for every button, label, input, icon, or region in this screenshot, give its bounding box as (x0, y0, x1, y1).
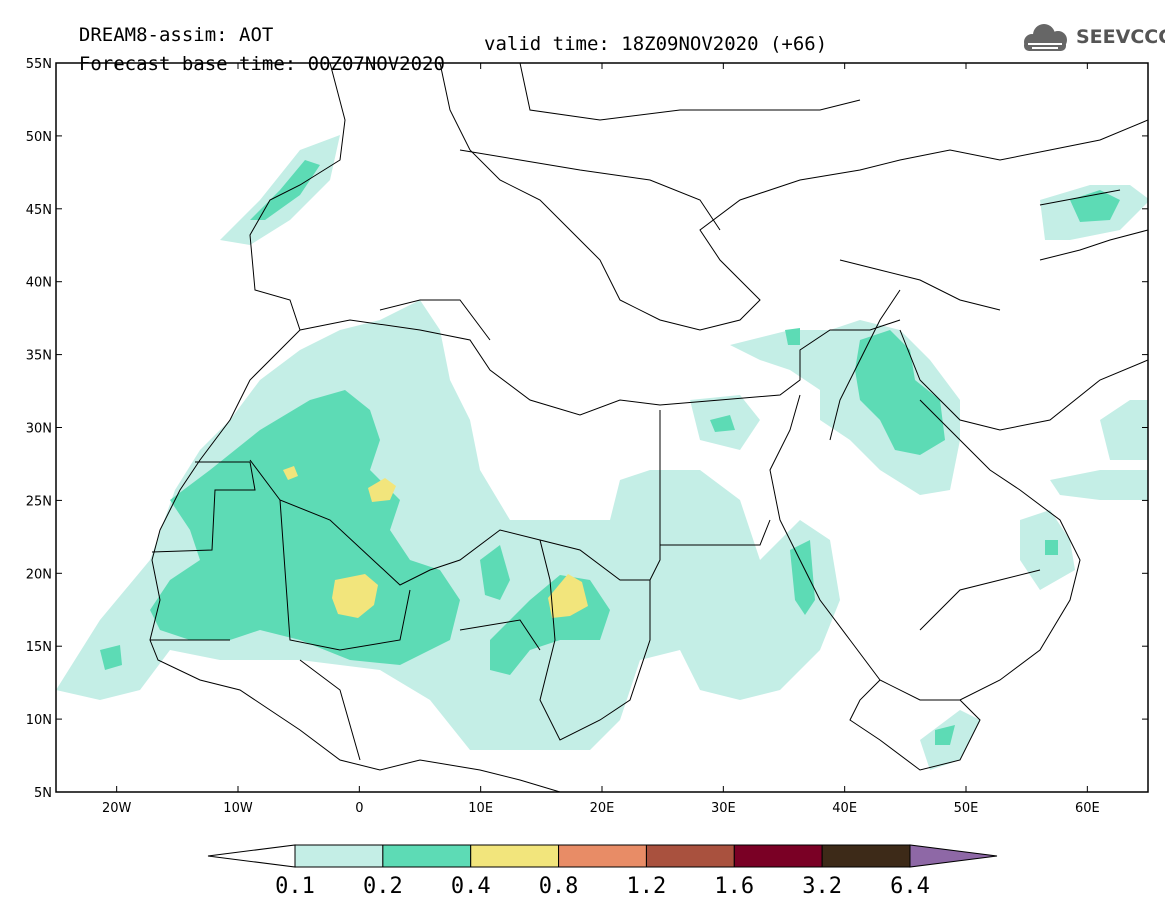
lat-label: 25N (26, 494, 52, 509)
cloud-icon (1024, 24, 1067, 51)
colorbar-box (382, 844, 472, 868)
lon-label: 10W (223, 801, 253, 816)
colorbar-box (645, 844, 735, 868)
lat-label: 30N (26, 422, 52, 437)
lon-label: 0 (355, 801, 363, 816)
colorbar-box (558, 844, 647, 868)
colorbar-under-arrow (207, 844, 296, 868)
map-subtitle: Forecast base time: 00Z07NOV2020 valid t… (56, 34, 827, 94)
lon-label: 10E (468, 801, 493, 816)
colorbar-box (470, 844, 560, 868)
map-title: DREAM8-assim: AOT (56, 5, 273, 45)
lat-label: 35N (26, 349, 52, 364)
colorbar-over-arrow (909, 844, 998, 868)
lon-label: 40E (832, 801, 857, 816)
forecast-base-time: Forecast base time: 00Z07NOV2020 (78, 53, 445, 75)
lon-label: 20W (102, 801, 132, 816)
latitude-labels: 55N 50N 45N 40N 35N 30N 25N 20N 15N 10N 5N (26, 57, 1148, 801)
lat-label: 40N (26, 276, 52, 291)
longitude-labels: 20W 10W 0 10E 20E 30E 40E 50E 60E (102, 63, 1100, 816)
lon-label: 50E (954, 801, 979, 816)
aot-level-0-4 (283, 466, 588, 618)
colorbar-level-label: 6.4 (890, 874, 930, 899)
lat-label: 5N (34, 786, 52, 801)
colorbar-level-label: 1.6 (714, 874, 754, 899)
colorbar-level-label: 0.8 (539, 874, 579, 899)
lat-label: 50N (26, 130, 52, 145)
lat-label: 55N (26, 57, 52, 72)
aot-level-0-1 (56, 135, 1148, 770)
lat-label: 10N (26, 713, 52, 728)
colorbar-level-label: 0.2 (363, 874, 403, 899)
lon-label: 60E (1075, 801, 1100, 816)
colorbar-level-label: 0.4 (451, 874, 491, 899)
colorbar-box (733, 844, 823, 868)
valid-time: valid time: 18Z09NOV2020 (+66) (484, 33, 828, 55)
colorbar-box (821, 844, 911, 868)
lon-label: 30E (711, 801, 736, 816)
logo-text: SEEVCCC (1076, 26, 1165, 48)
aot-plumes (56, 135, 1148, 770)
lon-label: 20E (590, 801, 615, 816)
coastlines-borders (149, 63, 1148, 792)
lat-label: 15N (26, 640, 52, 655)
colorbar: 0.1 0.2 0.4 0.8 1.2 1.6 3.2 6.4 (207, 844, 998, 899)
title-product: DREAM8-assim: AOT (78, 24, 274, 46)
colorbar-box (294, 844, 384, 868)
colorbar-level-label: 3.2 (802, 874, 842, 899)
lat-label: 45N (26, 203, 52, 218)
colorbar-level-label: 0.1 (275, 874, 315, 899)
colorbar-level-label: 1.2 (627, 874, 667, 899)
lat-label: 20N (26, 567, 52, 582)
seevccc-logo: SEEVCCC (1018, 20, 1165, 60)
